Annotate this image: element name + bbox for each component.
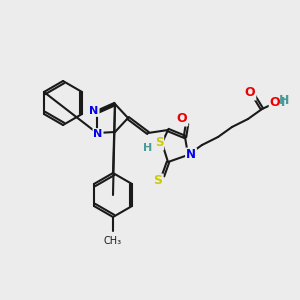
Text: N: N xyxy=(93,129,103,139)
Text: H: H xyxy=(143,143,153,153)
Text: O: O xyxy=(177,112,187,125)
Text: CH₃: CH₃ xyxy=(104,236,122,246)
Text: O: O xyxy=(245,86,255,100)
Text: H: H xyxy=(279,94,289,106)
Text: N: N xyxy=(186,148,196,161)
Text: H: H xyxy=(275,97,285,110)
Text: S: S xyxy=(155,136,163,149)
Text: N: N xyxy=(89,106,99,116)
Text: O: O xyxy=(270,97,280,110)
Text: S: S xyxy=(154,175,163,188)
